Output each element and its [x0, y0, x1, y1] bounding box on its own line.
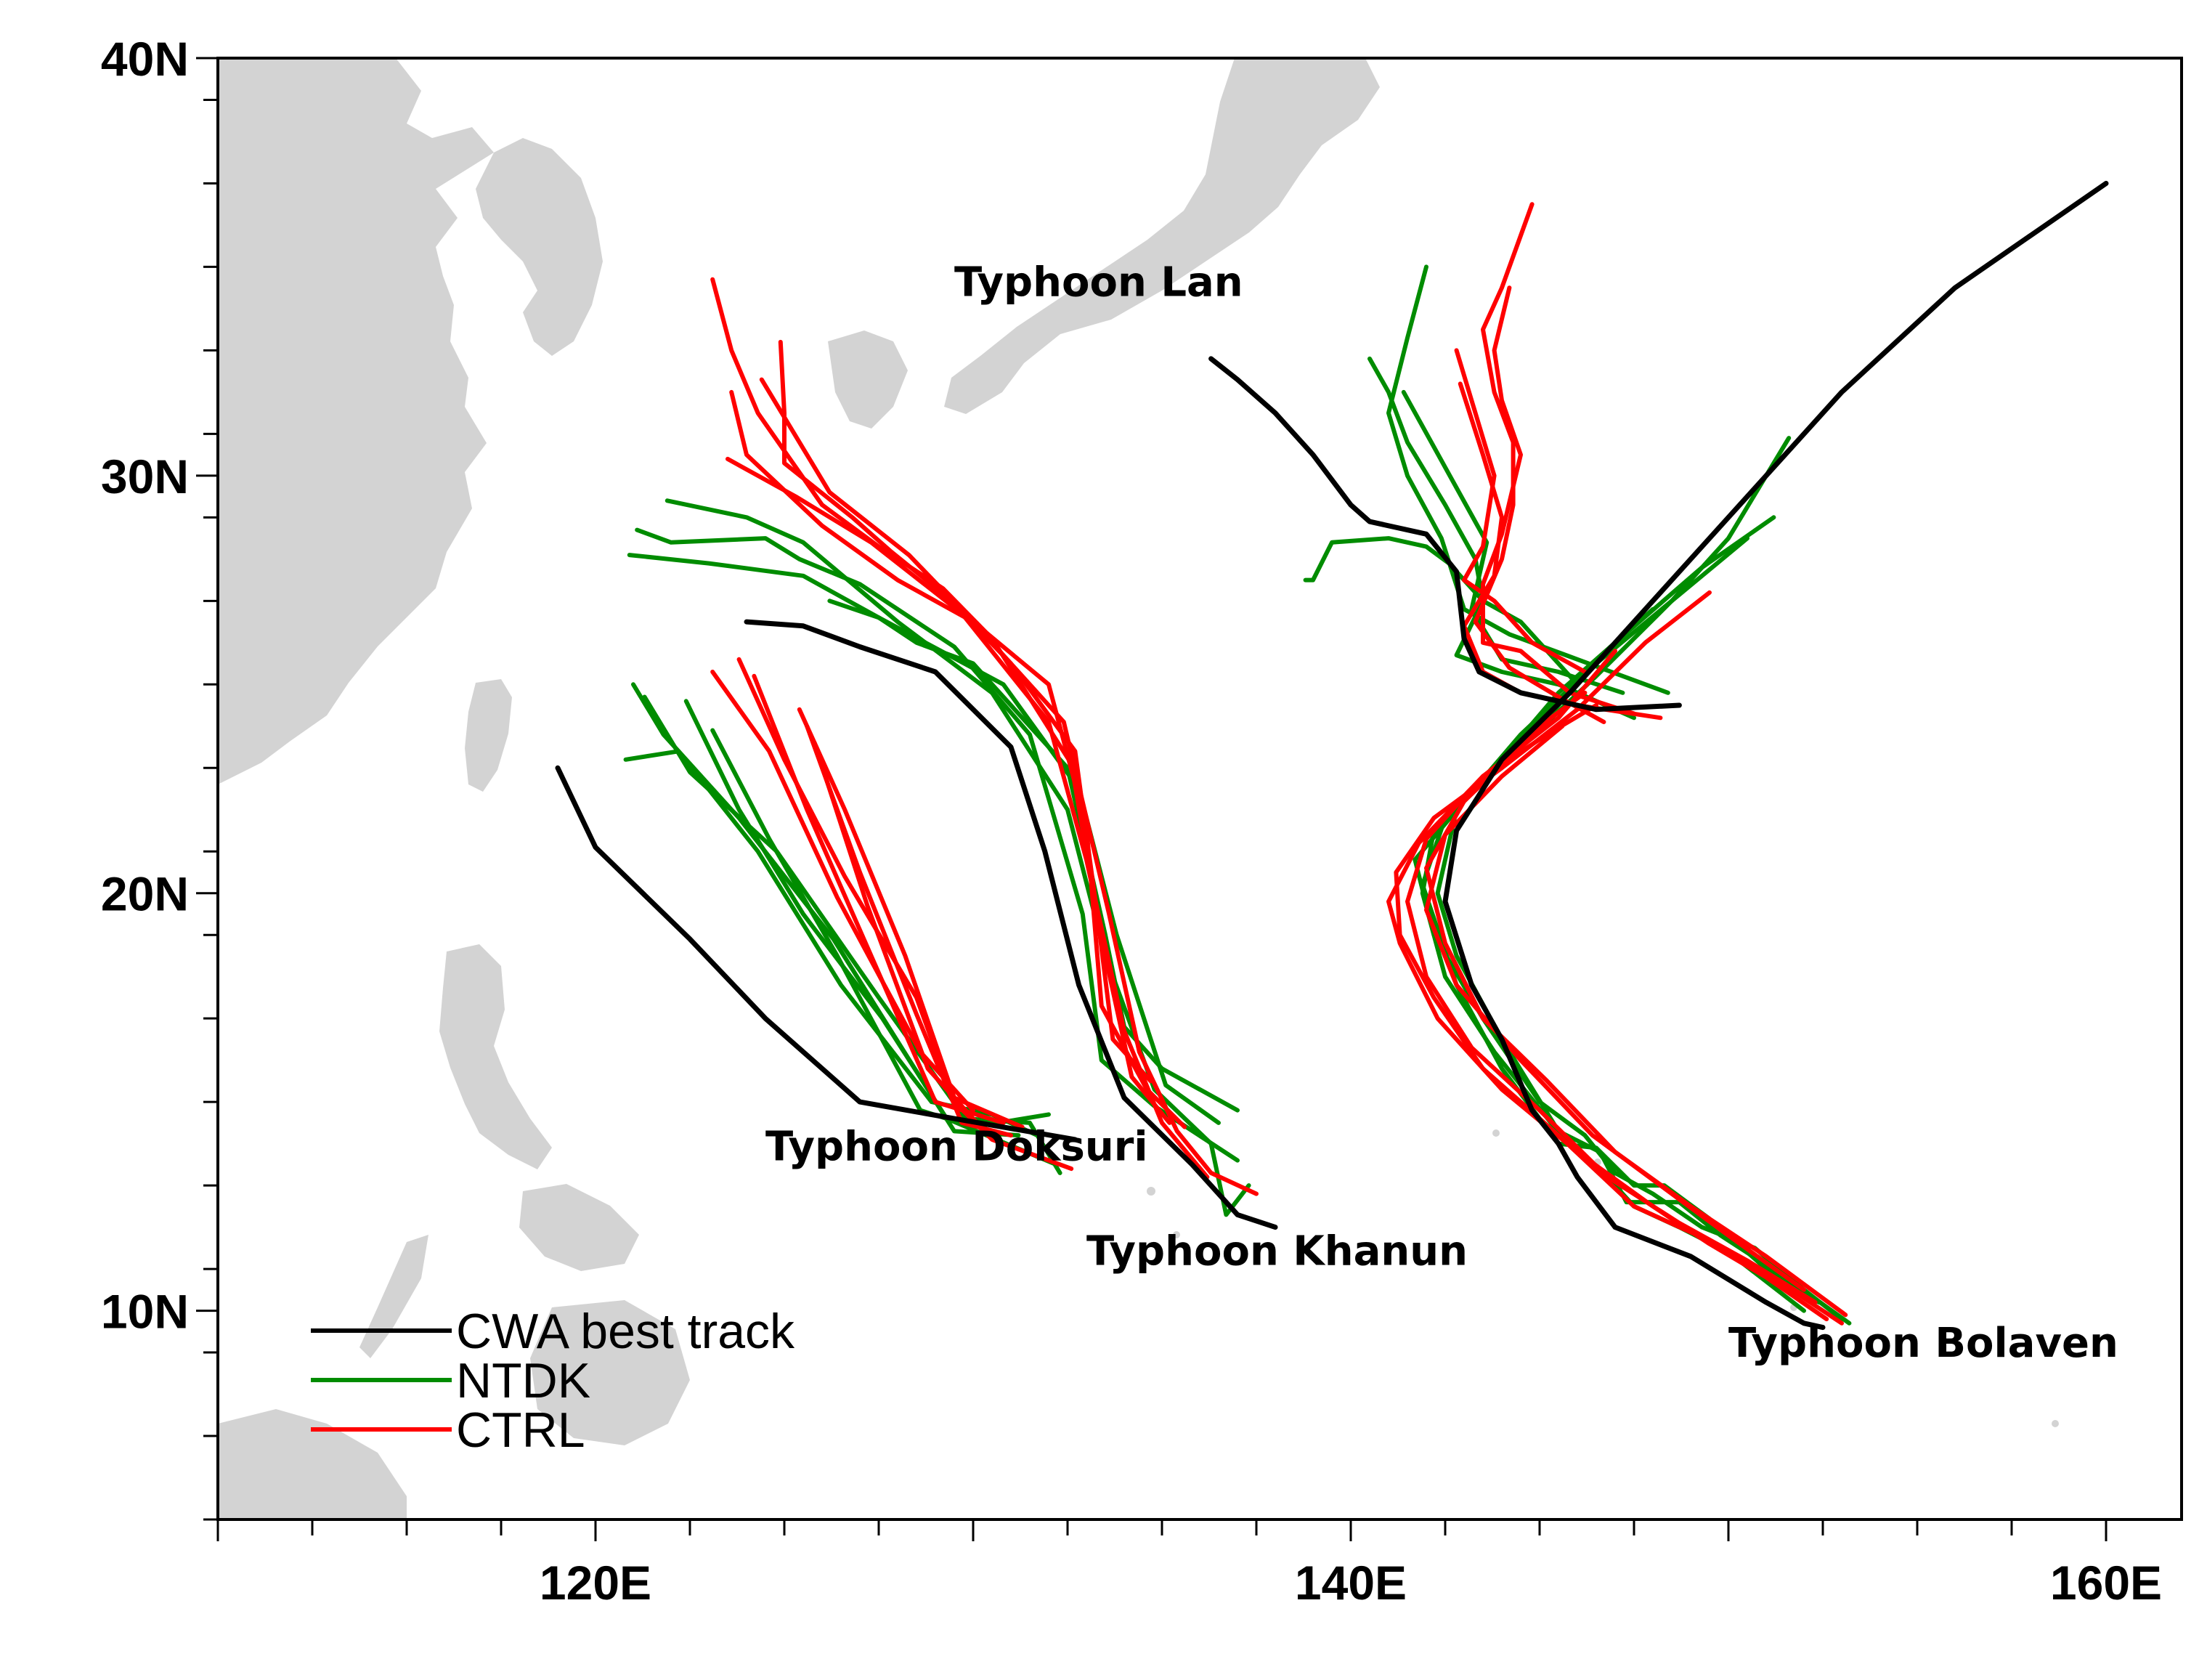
storm-label: Typhoon Bolaven — [1728, 1320, 2118, 1367]
x-tick-label: 120E — [540, 1556, 651, 1610]
lan-ctrl-track — [1473, 202, 1606, 724]
lan-best-track — [1208, 356, 1682, 713]
y-tick-label: 30N — [101, 450, 189, 503]
khanun-ntdk-track — [635, 527, 1240, 1163]
legend-label-ntdk: NTDK — [456, 1353, 590, 1408]
island — [1173, 1231, 1180, 1238]
plot-frame — [216, 57, 2183, 1521]
khanun-ctrl-track — [729, 389, 1259, 1196]
bolaven-best-track — [1442, 181, 2109, 1331]
y-tick-label: 40N — [101, 32, 189, 86]
doksuri-ntdk-track — [631, 682, 1021, 1138]
island — [2052, 1420, 2059, 1427]
storm-labels: Typhoon Lan Typhoon Doksuri Typhoon Khanun… — [765, 259, 2118, 1367]
korean-peninsula — [476, 138, 603, 356]
doksuri-ctrl-track — [710, 670, 975, 1113]
khanun-ctrl-track — [778, 339, 1153, 1084]
storm-label: Typhoon Doksuri — [765, 1124, 1148, 1171]
y-tick-label: 20N — [101, 867, 189, 921]
asia-mainland — [218, 58, 494, 784]
bolaven-ctrl-track — [1394, 590, 1844, 1326]
doksuri-ntdk-track — [683, 699, 1059, 1167]
x-tick-label: 160E — [2050, 1556, 2162, 1610]
japan — [944, 58, 1380, 414]
doksuri-ntdk-track — [642, 694, 1062, 1175]
doksuri-ctrl-track — [797, 707, 1025, 1129]
khanun-ctrl-track — [725, 456, 1210, 1180]
land-masses — [218, 58, 2059, 1519]
doksuri-ctrl-track — [752, 673, 1006, 1125]
doksuri-ctrl-track — [812, 740, 987, 1134]
track-lines — [555, 181, 2109, 1331]
axis-ticks: 120E 140E 160E 10N 20N 30N 40N — [101, 32, 2162, 1610]
y-tick-label: 10N — [101, 1285, 189, 1339]
storm-label: Typhoon Lan — [954, 259, 1243, 307]
lan-ctrl-track — [1481, 285, 1636, 716]
khanun-ntdk-track — [627, 553, 1221, 1125]
doksuri-ctrl-track — [736, 657, 1074, 1172]
borneo — [218, 1409, 407, 1519]
legend-label-best: CWA best track — [456, 1304, 795, 1359]
lan-ntdk-track — [1386, 264, 1670, 695]
khanun-ntdk-track — [827, 598, 1240, 1113]
khanun-ctrl-track — [710, 277, 1172, 1125]
doksuri-best-track — [555, 765, 1078, 1143]
taiwan — [465, 679, 512, 792]
x-tick-label: 140E — [1295, 1556, 1407, 1610]
palawan — [359, 1235, 428, 1358]
khanun-best-track — [744, 619, 1278, 1230]
legend-label-ctrl: CTRL — [456, 1403, 585, 1458]
island — [1492, 1129, 1500, 1137]
kyushu — [828, 330, 908, 429]
island — [1147, 1187, 1155, 1196]
storm-label: Typhoon Khanun — [1086, 1227, 1468, 1275]
mindanao — [530, 1300, 690, 1445]
luzon — [439, 944, 552, 1169]
lan-ctrl-track — [1454, 348, 1588, 674]
khanun-ntdk-track — [664, 498, 1251, 1217]
visayas — [519, 1184, 639, 1271]
